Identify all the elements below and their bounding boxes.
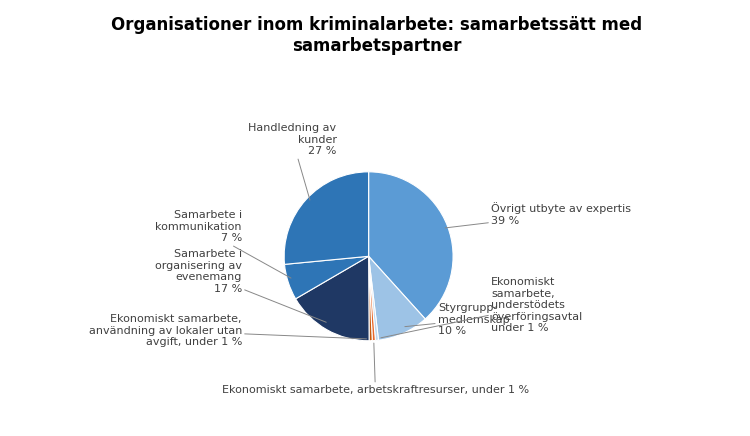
Text: Samarbete i
organisering av
evenemang
17 %: Samarbete i organisering av evenemang 17… xyxy=(155,249,326,322)
Wedge shape xyxy=(368,256,376,341)
Wedge shape xyxy=(368,256,379,341)
Wedge shape xyxy=(284,172,368,264)
Wedge shape xyxy=(296,256,369,341)
Wedge shape xyxy=(284,256,368,299)
Text: Ekonomiskt samarbete, arbetskraftresurser, under 1 %: Ekonomiskt samarbete, arbetskraftresurse… xyxy=(222,343,529,395)
Text: Samarbete i
kommunikation
7 %: Samarbete i kommunikation 7 % xyxy=(155,210,291,278)
Text: Ekonomiskt
samarbete,
understödets
överföringsavtal
under 1 %: Ekonomiskt samarbete, understödets överf… xyxy=(381,277,582,338)
Title: Organisationer inom kriminalarbete: samarbetssätt med
samarbetspartner: Organisationer inom kriminalarbete: sama… xyxy=(112,17,643,55)
Text: Ekonomiskt samarbete,
användning av lokaler utan
avgift, under 1 %: Ekonomiskt samarbete, användning av loka… xyxy=(88,314,367,347)
Text: Styrgrupp-
medlemskap
10 %: Styrgrupp- medlemskap 10 % xyxy=(405,303,509,336)
Wedge shape xyxy=(368,256,425,340)
Wedge shape xyxy=(368,172,453,319)
Wedge shape xyxy=(368,256,372,341)
Text: Handledning av
kunder
27 %: Handledning av kunder 27 % xyxy=(248,123,337,200)
Text: Övrigt utbyte av expertis
39 %: Övrigt utbyte av expertis 39 % xyxy=(446,202,631,228)
